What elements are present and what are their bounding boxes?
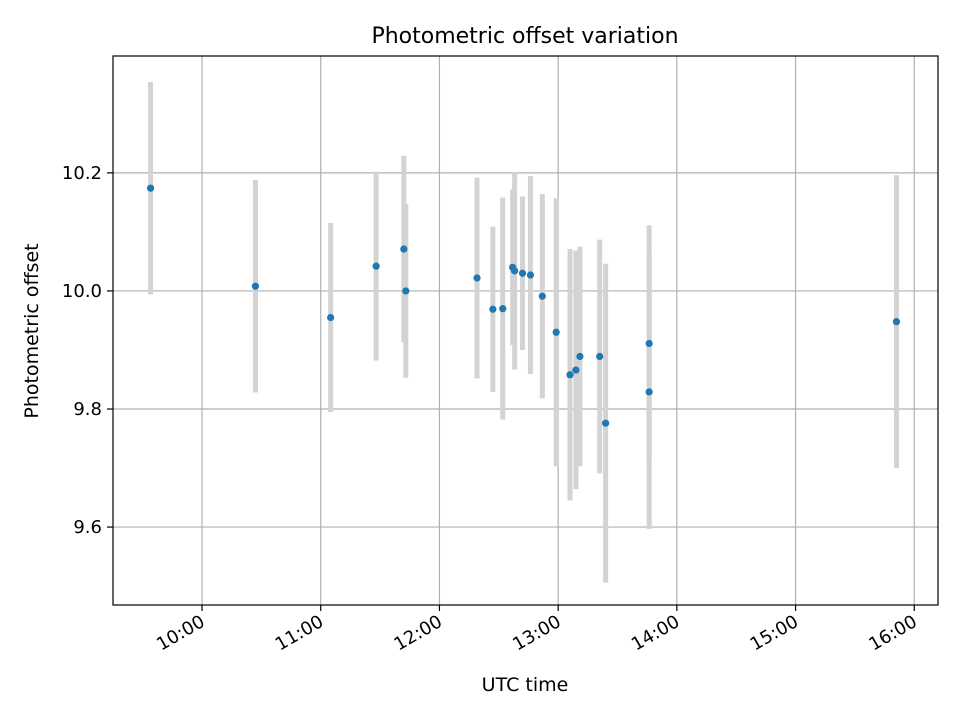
data-point bbox=[499, 305, 507, 313]
data-point bbox=[552, 328, 560, 336]
data-point bbox=[576, 352, 584, 361]
data-point bbox=[566, 371, 574, 379]
data-point bbox=[645, 388, 653, 396]
y-tick-label: 9.6 bbox=[73, 517, 102, 538]
data-points bbox=[146, 184, 901, 427]
data-point bbox=[372, 262, 380, 270]
data-point bbox=[473, 274, 481, 282]
chart-title: Photometric offset variation bbox=[371, 24, 678, 49]
plot-frame bbox=[112, 55, 939, 606]
data-point bbox=[892, 318, 901, 326]
y-axis-label: Photometric offset bbox=[21, 243, 43, 418]
data-point bbox=[526, 271, 535, 279]
data-point bbox=[402, 287, 410, 295]
y-tick-label: 10.0 bbox=[62, 281, 102, 302]
data-point bbox=[538, 292, 546, 300]
data-point bbox=[511, 267, 519, 275]
data-point bbox=[518, 269, 527, 277]
data-point bbox=[602, 419, 610, 427]
data-point bbox=[400, 245, 408, 253]
y-tick-label: 9.8 bbox=[73, 399, 102, 420]
x-axis-label: UTC time bbox=[482, 674, 569, 696]
y-tick-label: 10.2 bbox=[62, 163, 102, 184]
grid-lines bbox=[113, 56, 938, 605]
data-point bbox=[146, 184, 155, 192]
data-point bbox=[596, 352, 604, 361]
data-point bbox=[489, 305, 497, 313]
data-point bbox=[645, 339, 653, 348]
data-point bbox=[572, 366, 580, 374]
y-axis-ticks: 9.6 9.8 10.0 10.2 bbox=[62, 163, 113, 538]
data-point bbox=[251, 282, 260, 290]
data-point bbox=[327, 313, 335, 322]
